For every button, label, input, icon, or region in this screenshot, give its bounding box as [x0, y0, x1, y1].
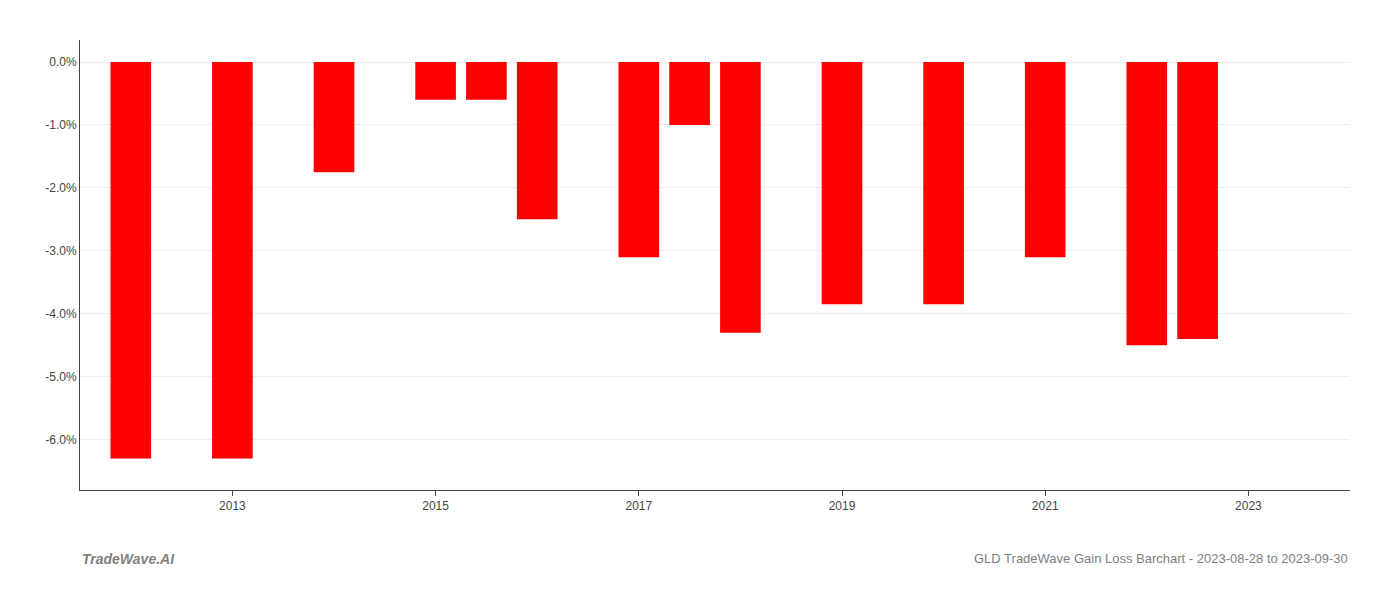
svg-text:2021: 2021: [1032, 499, 1059, 513]
svg-text:-4.0%: -4.0%: [45, 307, 77, 321]
svg-text:TradeWave.AI: TradeWave.AI: [82, 551, 175, 567]
svg-text:GLD TradeWave Gain Loss Barcha: GLD TradeWave Gain Loss Barchart - 2023-…: [974, 551, 1348, 566]
svg-text:-3.0%: -3.0%: [45, 244, 77, 258]
svg-text:-5.0%: -5.0%: [45, 370, 77, 384]
svg-text:2017: 2017: [625, 499, 652, 513]
svg-text:2015: 2015: [422, 499, 449, 513]
svg-text:2013: 2013: [219, 499, 246, 513]
svg-text:2019: 2019: [829, 499, 856, 513]
svg-text:2023: 2023: [1235, 499, 1262, 513]
svg-text:-2.0%: -2.0%: [45, 181, 77, 195]
svg-text:-6.0%: -6.0%: [45, 433, 77, 447]
svg-text:0.0%: 0.0%: [49, 55, 77, 69]
svg-text:-1.0%: -1.0%: [45, 118, 77, 132]
